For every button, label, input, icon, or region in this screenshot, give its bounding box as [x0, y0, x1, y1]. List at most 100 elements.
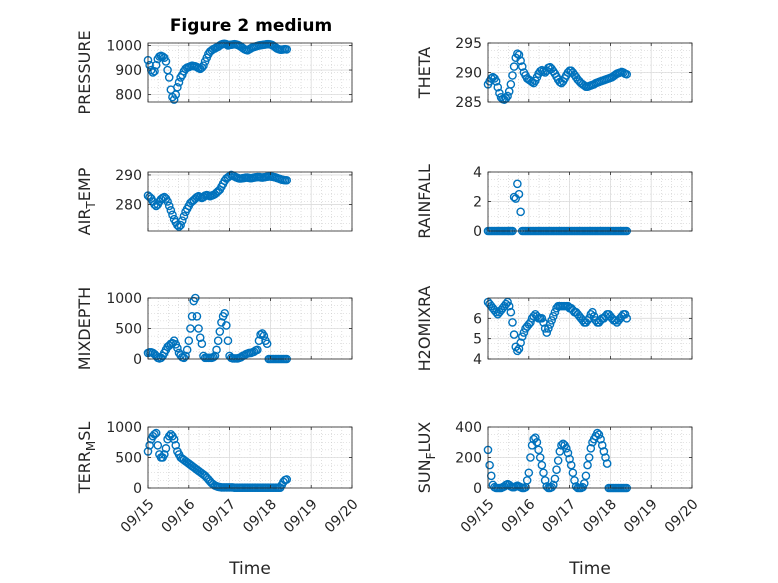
- data-point: [622, 69, 632, 79]
- data-point: [169, 434, 179, 444]
- data-point: [282, 475, 292, 484]
- data-point: [503, 297, 512, 307]
- data-point: [610, 316, 620, 325]
- y-axis-label: RAINFALL: [415, 164, 434, 239]
- y-tick-label: 280: [115, 197, 142, 213]
- y-axis-label: AIRTEMP: [75, 167, 98, 235]
- x-tick-label: 09/16: [159, 496, 199, 536]
- data-point: [553, 456, 563, 465]
- data-point: [173, 220, 182, 230]
- data-point: [174, 78, 184, 87]
- data-point: [504, 301, 514, 311]
- y-axis-label: TERRMSL: [75, 422, 98, 495]
- data-point: [596, 434, 605, 444]
- data-point: [534, 445, 543, 455]
- data-point: [588, 307, 597, 317]
- chart-panel-7: 0 200 400 SUNFLUX 09/15 09/16 09/17 09/18 09/19 0…: [415, 420, 702, 579]
- data-point: [145, 440, 154, 450]
- y-tick-label: 0: [133, 481, 142, 497]
- data-point: [176, 220, 185, 230]
- data-point: [506, 80, 516, 89]
- x-tick-label: 09/15: [118, 496, 158, 536]
- y-tick-label: 290: [455, 66, 482, 82]
- y-tick-label: 6: [473, 311, 482, 327]
- data-point: [179, 353, 189, 363]
- data-point: [513, 346, 522, 356]
- data-point: [516, 56, 525, 66]
- x-tick-label: 09/20: [662, 496, 702, 536]
- data-point: [524, 468, 534, 478]
- x-tick-label: 09/18: [580, 496, 620, 536]
- data-point: [222, 321, 231, 330]
- data-point: [259, 331, 269, 341]
- data-point: [508, 71, 517, 80]
- data-point: [570, 476, 579, 485]
- data-point: [171, 440, 181, 450]
- data-point: [161, 444, 171, 453]
- data-point: [223, 336, 233, 346]
- data-point: [537, 460, 547, 470]
- data-point: [151, 428, 161, 438]
- data-point: [173, 343, 182, 353]
- data-point: [164, 201, 174, 211]
- data-point: [517, 62, 527, 71]
- data-point: [220, 308, 230, 318]
- y-axis-label: H2OMIXRA: [415, 286, 434, 372]
- data-point: [195, 333, 205, 342]
- data-point: [493, 82, 503, 92]
- data-point: [581, 471, 591, 481]
- chart-panel-1: 285 290 295 THETA: [415, 36, 693, 111]
- data-point: [161, 57, 171, 66]
- y-tick-label: 1000: [106, 291, 142, 307]
- y-axis-label: PRESSURE: [75, 30, 94, 114]
- data-point: [179, 211, 189, 221]
- data-point: [509, 330, 519, 339]
- data-point: [151, 60, 161, 70]
- y-axis-label: MIXDEPTH: [75, 287, 94, 370]
- data-point: [517, 332, 527, 341]
- x-tick-label: 09/20: [322, 496, 362, 536]
- data-point: [168, 210, 177, 220]
- data-series: [483, 297, 632, 356]
- data-point: [547, 316, 556, 325]
- data-point: [210, 351, 220, 361]
- data-point: [531, 433, 540, 442]
- y-tick-label: 500: [115, 451, 142, 467]
- data-point: [212, 345, 221, 355]
- data-point: [163, 197, 172, 206]
- data-point: [548, 480, 558, 490]
- chart-panel-6: 0 500 1000 TERRMSL 09/15 09/16 09/17 09/18 09/19…: [75, 420, 362, 579]
- data-point: [213, 336, 223, 346]
- y-tick-label: 900: [115, 63, 142, 79]
- data-point: [548, 311, 558, 321]
- data-point: [552, 465, 561, 475]
- data-point: [513, 179, 522, 189]
- x-tick-label: 09/19: [621, 496, 661, 536]
- x-tick-label: 09/15: [458, 496, 498, 536]
- x-tick-label: 09/16: [499, 496, 539, 536]
- data-point: [182, 345, 192, 355]
- data-point: [597, 440, 607, 450]
- y-tick-label: 400: [455, 420, 482, 436]
- data-point: [532, 437, 542, 447]
- data-point: [169, 95, 179, 104]
- data-point: [181, 351, 190, 361]
- y-axis-label: SUNFLUX: [415, 422, 438, 494]
- data-point: [601, 453, 610, 462]
- data-series: [143, 428, 292, 492]
- data-point: [545, 320, 555, 329]
- y-tick-label: 0: [473, 224, 482, 240]
- data-point: [514, 344, 524, 354]
- data-point: [491, 77, 501, 86]
- data-point: [516, 207, 525, 217]
- chart-panel-5: 4 5 6 H2OMIXRA: [415, 286, 693, 372]
- grid: [487, 426, 693, 489]
- y-tick-label: 290: [115, 168, 142, 184]
- data-point: [148, 68, 158, 77]
- data-point: [194, 324, 203, 333]
- chart-panel-3: 0 2 4 RAINFALL: [415, 164, 693, 240]
- y-tick-label: 0: [133, 352, 142, 368]
- chart-panel-2: 280 290 AIRTEMP: [75, 167, 353, 235]
- data-point: [186, 324, 195, 333]
